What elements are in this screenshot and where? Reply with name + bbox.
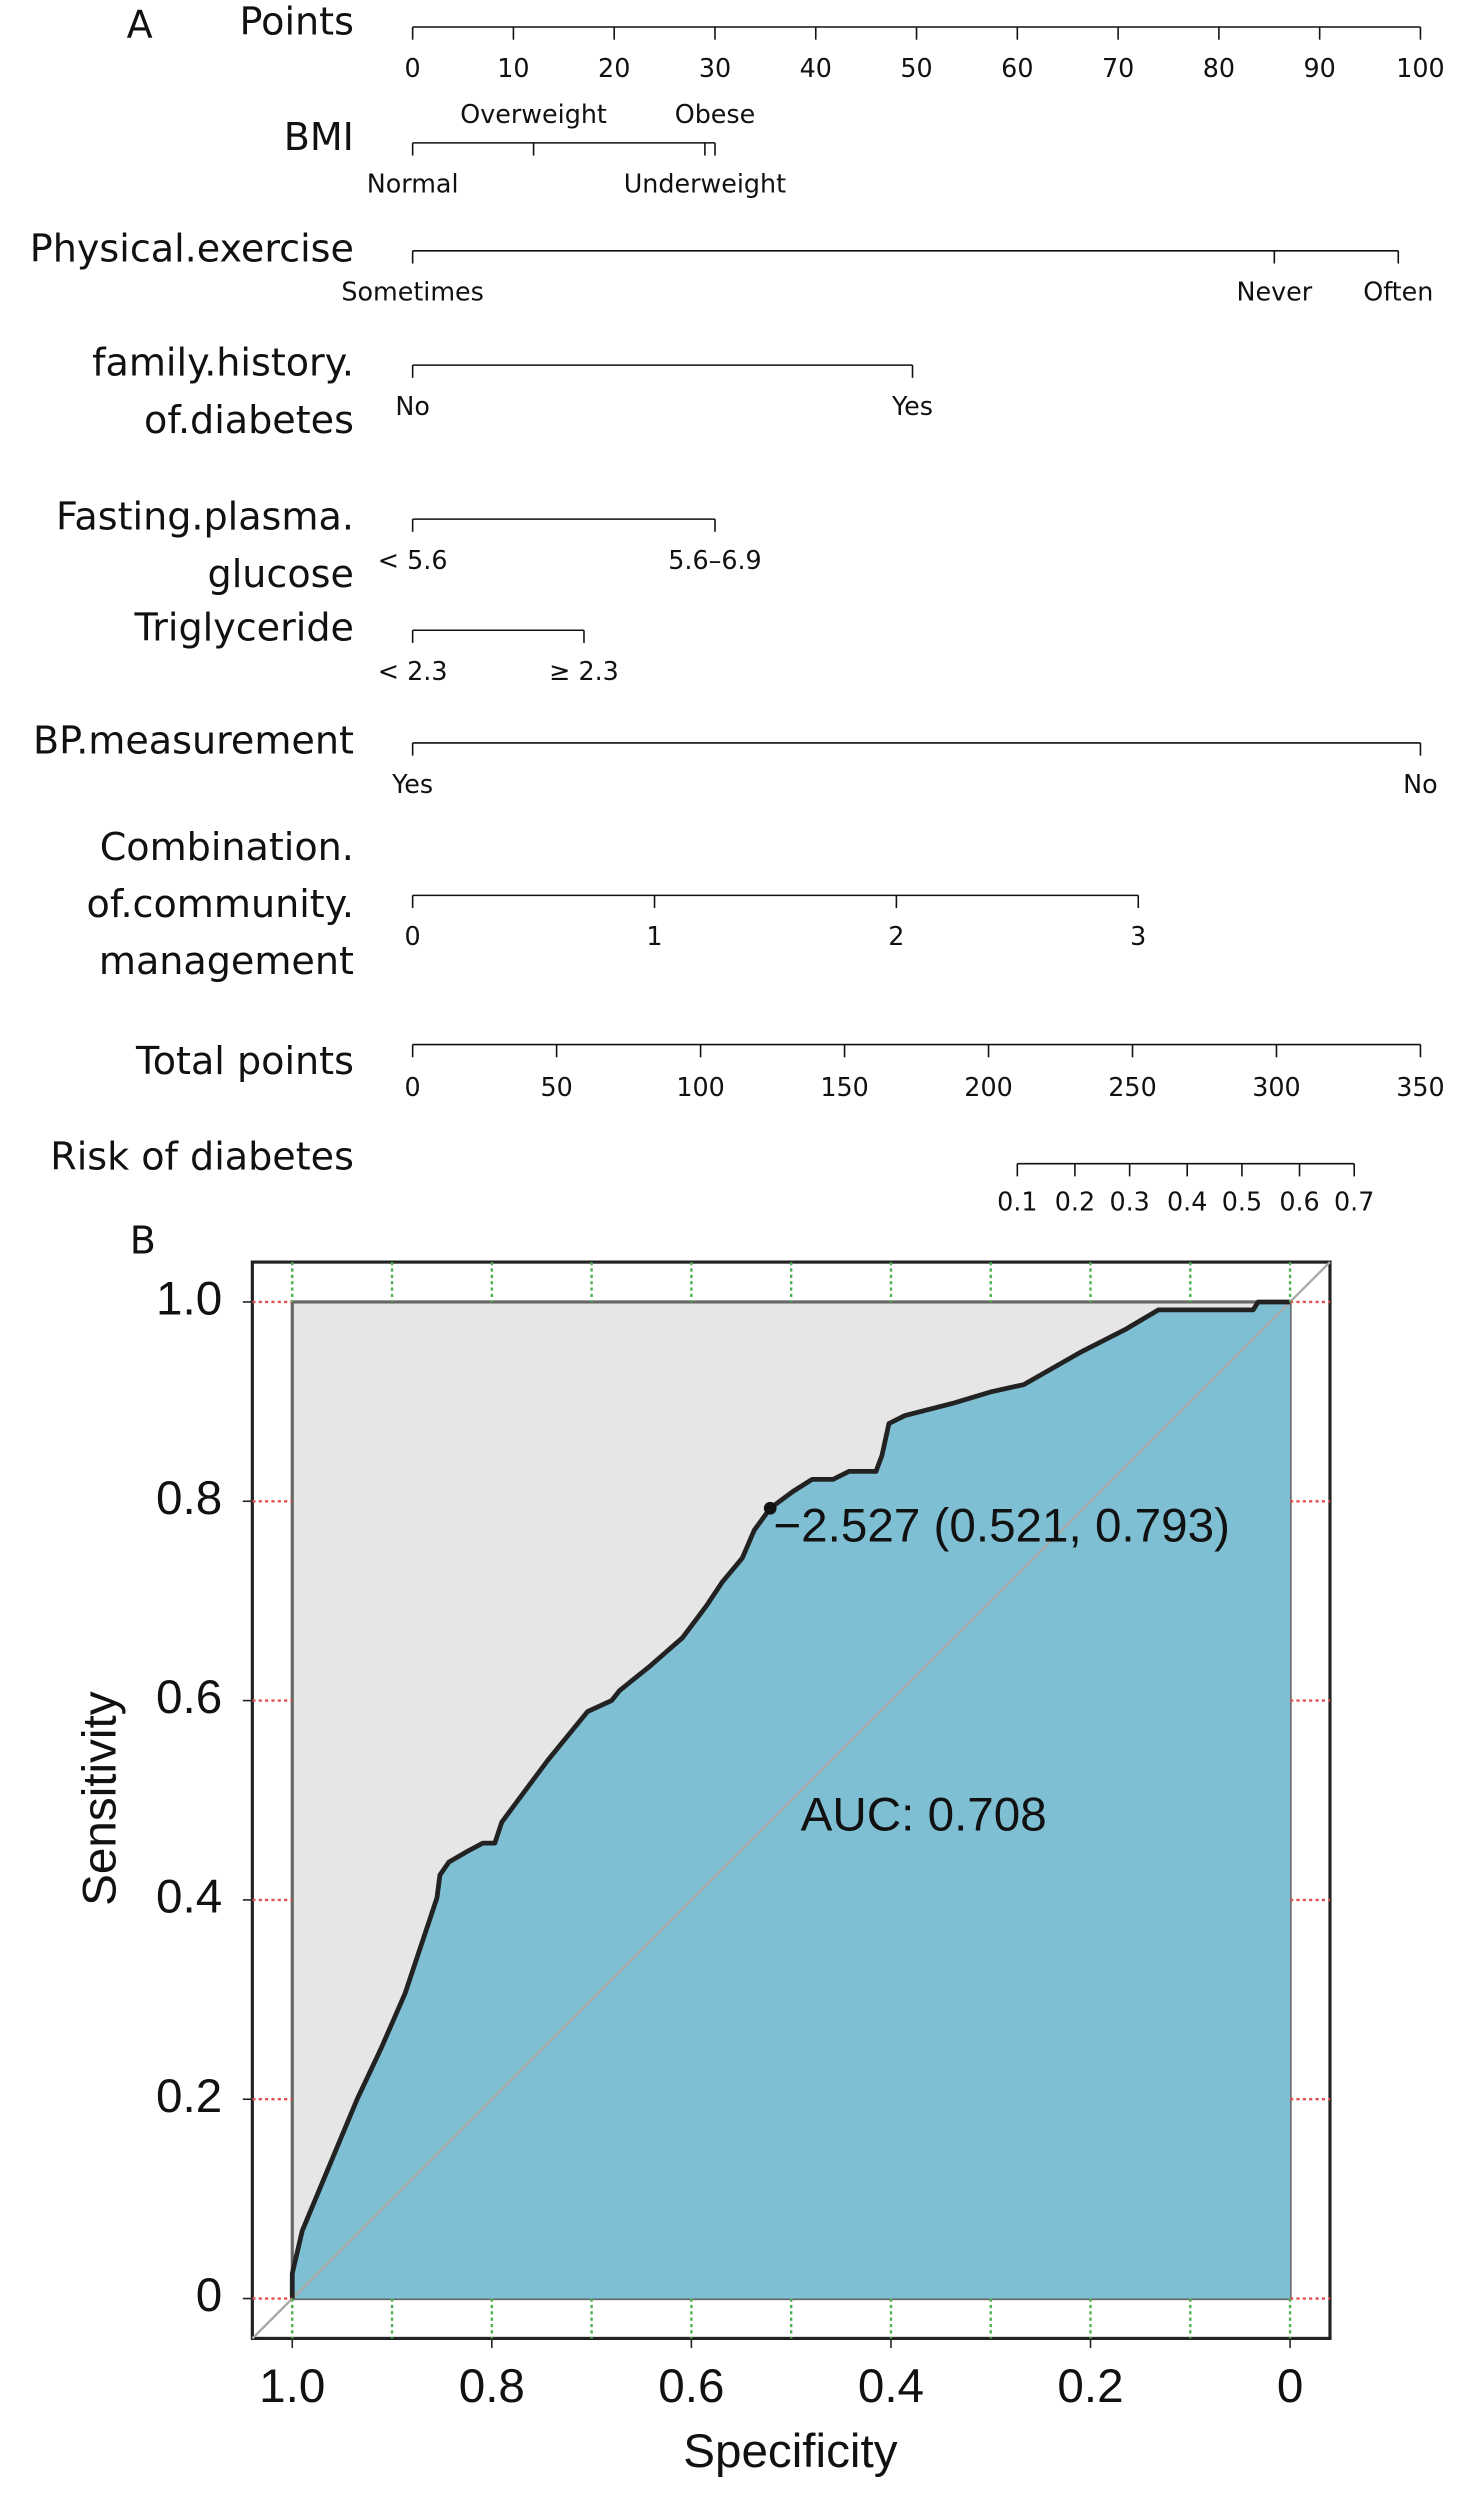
variable-name: Combination.	[100, 825, 354, 869]
tick-label: 0.7	[1334, 1186, 1374, 1216]
x-tick-label: 0.6	[658, 2360, 724, 2413]
level-label: ≥ 2.3	[549, 656, 619, 686]
level-label: < 2.3	[378, 656, 448, 686]
x-tick-label: 1.0	[259, 2360, 325, 2413]
tick-label: 60	[1001, 53, 1033, 83]
axis-name: Points	[240, 0, 354, 43]
tick-label: 0.3	[1109, 1186, 1149, 1216]
tick-label: 50	[900, 53, 932, 83]
level-label: 3	[1130, 921, 1146, 951]
variable-name: Physical.exercise	[30, 226, 354, 270]
tick-label: 90	[1304, 53, 1336, 83]
tick-label: 0.2	[1055, 1186, 1095, 1216]
tick-label: 40	[800, 53, 832, 83]
y-tick-label: 0.6	[156, 1671, 222, 1724]
level-label: Underweight	[624, 169, 786, 199]
level-label: No	[1403, 769, 1438, 799]
tick-label: 30	[699, 53, 731, 83]
variable-name: Fasting.plasma.	[56, 495, 354, 539]
axis-name: Risk of diabetes	[50, 1134, 354, 1178]
tick-label: 350	[1396, 1072, 1444, 1102]
tick-label: 200	[964, 1072, 1012, 1102]
tick-label: 150	[820, 1072, 868, 1102]
tick-label: 0	[405, 53, 421, 83]
threshold-point	[763, 1501, 777, 1515]
level-label: Never	[1236, 277, 1312, 307]
level-label: 0	[405, 921, 421, 951]
tick-label: 100	[676, 1072, 724, 1102]
level-label: Yes	[391, 769, 433, 799]
tick-label: 20	[598, 53, 630, 83]
level-label: 2	[888, 921, 904, 951]
tick-label: 0.4	[1167, 1186, 1207, 1216]
variable-name: of.diabetes	[144, 398, 354, 442]
level-label: No	[395, 391, 430, 421]
y-tick-label: 0.2	[156, 2070, 222, 2123]
tick-label: 70	[1102, 53, 1134, 83]
y-axis-title: Sensitivity	[74, 1691, 127, 1906]
tick-label: 80	[1203, 53, 1235, 83]
level-label: Yes	[891, 391, 933, 421]
variable-name: management	[99, 939, 354, 983]
tick-label: 0.6	[1279, 1186, 1319, 1216]
y-tick-label: 0	[196, 2269, 222, 2322]
level-label: 1	[646, 921, 662, 951]
variable-name: of.community.	[87, 882, 354, 926]
auc-label: AUC: 0.708	[801, 1788, 1047, 1841]
tick-label: 50	[540, 1072, 572, 1102]
diagonal	[251, 1261, 1331, 2340]
x-axis-title: Specificity	[683, 2425, 897, 2478]
tick-label: 250	[1108, 1072, 1156, 1102]
level-label: < 5.6	[378, 545, 448, 575]
x-tick-label: 0.2	[1057, 2360, 1123, 2413]
y-tick-label: 0.8	[156, 1472, 222, 1525]
y-tick-label: 1.0	[156, 1273, 222, 1326]
level-label: Overweight	[460, 99, 607, 129]
level-label: Obese	[675, 99, 756, 129]
variable-name: Triglyceride	[134, 606, 354, 650]
variable-name: glucose	[208, 552, 354, 596]
level-label: Normal	[367, 169, 459, 199]
tick-label: 0.1	[997, 1186, 1037, 1216]
y-tick-label: 0.4	[156, 1870, 222, 1923]
panel-label: A	[127, 2, 153, 46]
tick-label: 0	[405, 1072, 421, 1102]
tick-label: 10	[497, 53, 529, 83]
variable-name: family.history.	[92, 341, 354, 385]
x-tick-label: 0.4	[858, 2360, 924, 2413]
tick-label: 0.5	[1222, 1186, 1262, 1216]
tick-label: 300	[1252, 1072, 1300, 1102]
roc-curve	[289, 1299, 1291, 2299]
axis-name: Total points	[135, 1039, 354, 1083]
x-tick-label: 0	[1277, 2360, 1303, 2413]
variable-name: BP.measurement	[33, 718, 354, 762]
x-tick-label: 0.8	[459, 2360, 525, 2413]
level-label: Sometimes	[341, 277, 483, 307]
panel-label: B	[130, 1219, 156, 1263]
level-label: Often	[1363, 277, 1433, 307]
level-label: 5.6–6.9	[668, 545, 761, 575]
variable-name: BMI	[284, 115, 354, 159]
threshold-label: −2.527 (0.521, 0.793)	[773, 1499, 1230, 1552]
tick-label: 100	[1396, 53, 1444, 83]
